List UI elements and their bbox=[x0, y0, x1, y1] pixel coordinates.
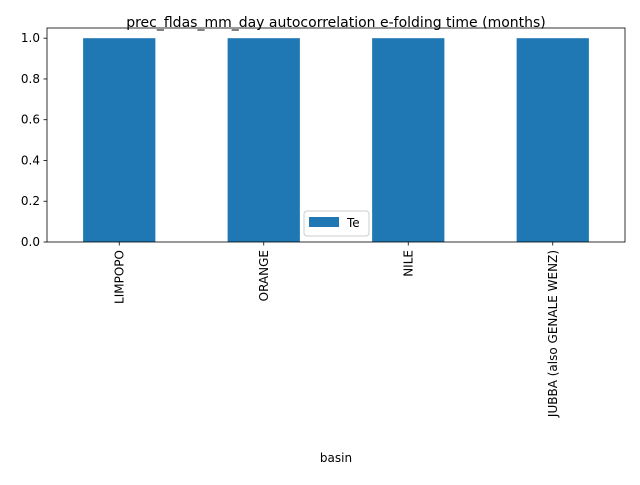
x-tick-label: LIMPOPO bbox=[112, 250, 126, 304]
legend: Te bbox=[303, 210, 370, 237]
bar-2 bbox=[372, 38, 445, 242]
y-tick-label: 0.0 bbox=[21, 235, 40, 249]
legend-label: Te bbox=[346, 216, 360, 230]
axes-frame bbox=[46, 27, 626, 243]
legend-swatch bbox=[309, 217, 339, 227]
y-tick-label: 0.4 bbox=[21, 153, 40, 167]
x-tick-label: ORANGE bbox=[257, 250, 271, 301]
x-tick-label: JUBBA (also GENALE WENZ) bbox=[546, 250, 560, 418]
bars bbox=[83, 38, 589, 242]
y-tick-label: 0.8 bbox=[21, 72, 40, 86]
x-tick-label: NILE bbox=[401, 250, 415, 277]
x-axis: LIMPOPO ORANGE NILE JUBBA (also GENALE WENZ… bbox=[112, 242, 560, 418]
chart-title: prec_fldas_mm_day autocorrelation e-fold… bbox=[126, 15, 546, 31]
bar-1 bbox=[227, 38, 300, 242]
bar-0 bbox=[83, 38, 156, 242]
y-tick-label: 0.2 bbox=[21, 194, 40, 208]
y-tick-label: 0.6 bbox=[21, 113, 40, 127]
bar-3 bbox=[516, 38, 589, 242]
y-tick-label: 1.0 bbox=[21, 31, 40, 45]
y-axis: 0.0 0.2 0.4 0.6 0.8 1.0 bbox=[21, 31, 47, 249]
x-axis-label: basin bbox=[320, 451, 352, 465]
